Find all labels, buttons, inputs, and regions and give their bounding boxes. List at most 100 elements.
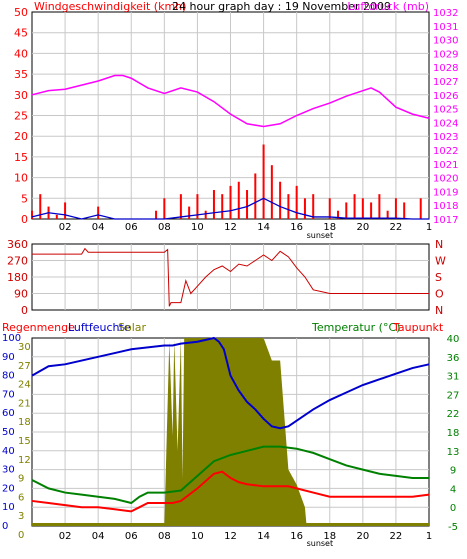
pressure-line <box>31 74 430 128</box>
y-tick-label-compass: O <box>435 288 444 301</box>
x-tick-label: 02 <box>59 222 72 233</box>
rain-bar <box>32 523 429 526</box>
y-tick-label-pressure: 1018 <box>433 201 458 212</box>
x-tick-label: 08 <box>158 222 171 233</box>
y-tick-label-compass: N <box>435 304 443 317</box>
temperature-line <box>31 445 429 505</box>
y-tick-label-temperature: 27 <box>447 390 460 401</box>
dewpoint-line <box>31 470 430 513</box>
y-tick-label-degrees: 270 <box>7 255 28 268</box>
y-tick-label-temperature: -5 <box>448 522 458 533</box>
y-tick-label-rain: 30 <box>18 342 31 353</box>
y-tick-label-pressure: 1030 <box>433 36 458 47</box>
x-tick-label: 10 <box>191 222 204 233</box>
y-tick-label-rain: 21 <box>18 398 31 409</box>
x-tick-label: 20 <box>356 531 369 542</box>
y-tick-label-wind: 10 <box>14 172 28 185</box>
x-tick-label: 18 <box>323 222 336 233</box>
x-tick-label: 02 <box>59 531 72 542</box>
y-tick-label-wind: 0 <box>21 213 28 226</box>
y-tick-label-temperature: 0 <box>450 503 456 514</box>
y-tick-label-humidity: 30 <box>2 465 15 476</box>
x-tick-label: 16 <box>290 531 303 542</box>
y-tick-label-wind: 15 <box>14 151 28 164</box>
y-tick-label-humidity: 60 <box>2 408 15 419</box>
y-tick-label-pressure: 1029 <box>433 49 458 60</box>
y-tick-label-pressure: 1032 <box>433 8 458 19</box>
y-tick-label-humidity: 0 <box>2 521 8 532</box>
y-tick-label-temperature: 36 <box>447 353 460 364</box>
x-tick-label: 12 <box>224 222 237 233</box>
y-tick-label-compass: W <box>435 255 446 268</box>
y-tick-label-rain: 18 <box>18 417 31 428</box>
rain-label: Regenmenge <box>2 321 75 334</box>
y-tick-label-wind: 35 <box>14 68 28 81</box>
y-tick-label-rain: 27 <box>18 361 31 372</box>
x-tick-label: 12 <box>224 531 237 542</box>
y-tick-label-wind: 45 <box>14 27 28 40</box>
solar-label: Solar <box>118 321 147 334</box>
y-tick-label-compass: S <box>435 271 442 284</box>
y-tick-label-pressure: 1025 <box>433 105 458 116</box>
y-tick-label-temperature: 18 <box>447 428 460 439</box>
y-tick-label-humidity: 20 <box>2 483 15 494</box>
x-tick-label: 1 <box>426 222 432 233</box>
sunset-label: sunset <box>307 539 334 548</box>
y-tick-label-rain: 6 <box>18 492 24 503</box>
x-tick-label: 10 <box>191 531 204 542</box>
y-tick-label-humidity: 10 <box>2 502 15 513</box>
y-tick-label-pressure: 1023 <box>433 132 458 143</box>
y-tick-label-degrees: 0 <box>21 304 28 317</box>
y-tick-label-temperature: 9 <box>450 466 456 477</box>
rain-humidity-temperature-panel: 1003040902736802431702127601822501518401… <box>2 321 459 548</box>
y-tick-label-rain: 12 <box>18 455 31 466</box>
y-tick-label-rain: 0 <box>18 530 24 541</box>
y-tick-label-rain: 9 <box>18 474 24 485</box>
humidity-label: Luftfeuchte <box>68 321 131 334</box>
x-tick-label: 04 <box>92 222 105 233</box>
y-tick-label-degrees: 360 <box>7 238 28 251</box>
y-tick-label-wind: 50 <box>14 6 28 19</box>
y-tick-label-wind: 40 <box>14 47 28 60</box>
pressure-axis-label: Luftdruck (mb) <box>347 0 429 13</box>
y-tick-label-pressure: 1024 <box>433 118 458 129</box>
y-tick-label-rain: 3 <box>18 511 24 522</box>
y-tick-label-temperature: 22 <box>447 409 460 420</box>
y-tick-label-temperature: 31 <box>447 372 460 383</box>
wind-average-line <box>31 197 429 220</box>
y-tick-label-pressure: 1026 <box>433 91 458 102</box>
y-tick-label-wind: 5 <box>21 192 28 205</box>
x-tick-label: 22 <box>390 222 403 233</box>
x-tick-label: 1 <box>426 531 432 542</box>
x-tick-label: 20 <box>356 222 369 233</box>
y-tick-label-rain: 15 <box>18 436 31 447</box>
wind-pressure-panel: 5045403530252015105010321031103010291028… <box>14 0 458 240</box>
dewpoint-label: Taupunkt <box>392 321 444 334</box>
humidity-line <box>31 336 430 430</box>
y-tick-label-rain: 24 <box>18 380 31 391</box>
y-tick-label-humidity: 50 <box>2 427 15 438</box>
x-tick-label: 06 <box>125 531 138 542</box>
y-tick-label-temperature: 40 <box>447 334 460 345</box>
y-tick-label-humidity: 90 <box>2 352 15 363</box>
sunset-label: sunset <box>307 231 334 240</box>
y-tick-label-wind: 20 <box>14 130 28 143</box>
y-tick-label-pressure: 1020 <box>433 174 458 185</box>
y-tick-label-pressure: 1019 <box>433 187 458 198</box>
y-tick-label-compass: N <box>435 238 443 251</box>
x-tick-label: 14 <box>257 531 270 542</box>
x-tick-label: 06 <box>125 222 138 233</box>
x-tick-label: 18 <box>323 531 336 542</box>
y-tick-label-wind: 25 <box>14 110 28 123</box>
wind-direction-line <box>32 247 429 307</box>
x-tick-label: 16 <box>290 222 303 233</box>
y-tick-label-pressure: 1031 <box>433 22 458 33</box>
y-tick-label-humidity: 80 <box>2 371 15 382</box>
y-tick-label-temperature: 13 <box>447 447 460 458</box>
solar-area <box>164 338 307 526</box>
y-tick-label-pressure: 1028 <box>433 63 458 74</box>
y-tick-label-degrees: 90 <box>14 288 28 301</box>
y-tick-label-wind: 30 <box>14 89 28 102</box>
